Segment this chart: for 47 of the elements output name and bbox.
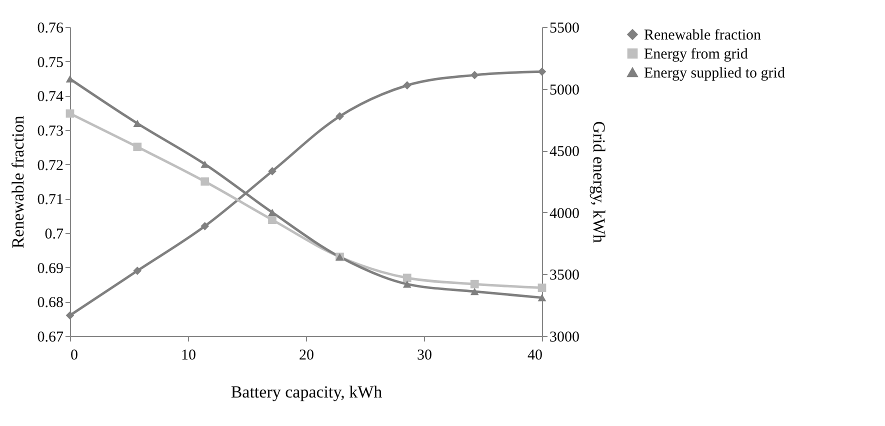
x-tick-label: 0 xyxy=(70,348,78,364)
point xyxy=(268,208,276,216)
legend-label: Energy from grid xyxy=(644,46,748,62)
y2-tick-label: 3500 xyxy=(550,268,580,284)
y-tick-label: 0.73 xyxy=(37,124,64,140)
point xyxy=(133,142,142,152)
point xyxy=(470,280,479,288)
point xyxy=(268,167,276,176)
x-tick-label: 30 xyxy=(417,348,432,364)
y-tick-label: 0.67 xyxy=(37,330,64,346)
x-axis-title: Battery capacity, kWh xyxy=(230,382,383,402)
point xyxy=(538,284,546,292)
point xyxy=(538,294,546,302)
point xyxy=(402,81,412,90)
x-tick-label: 20 xyxy=(299,348,314,364)
y-tick-label: 0.75 xyxy=(37,54,64,71)
point xyxy=(200,160,210,168)
point xyxy=(133,120,142,128)
point xyxy=(268,216,276,224)
point xyxy=(470,288,479,296)
y2-tick-label: 3000 xyxy=(550,330,580,346)
y2-tick-label: 4500 xyxy=(550,144,580,160)
point xyxy=(402,274,412,282)
x-tick-label: 40 xyxy=(528,348,542,364)
x-tick-label: 10 xyxy=(181,348,196,364)
point xyxy=(200,222,210,230)
y2-tick-label: 5000 xyxy=(550,82,580,98)
y-tick-label: 0.69 xyxy=(37,260,64,277)
legend-label: Energy supplied to grid xyxy=(644,66,786,82)
point xyxy=(133,266,142,275)
y-tick-label: 0.7 xyxy=(44,226,64,242)
point xyxy=(66,311,74,320)
y-tick-label: 0.72 xyxy=(37,158,64,174)
y2-tick-label: 5500 xyxy=(550,20,580,36)
point xyxy=(336,112,344,120)
point xyxy=(66,109,74,118)
y2-axis-title: Grid energy, kWh xyxy=(590,121,608,244)
y-axis-title: Renewable fraction xyxy=(8,115,28,248)
legend-label: Renewable fraction xyxy=(644,28,762,44)
y-tick-label: 0.68 xyxy=(37,295,64,312)
y-tick-label: 0.76 xyxy=(37,20,64,36)
y-tick-label: 0.74 xyxy=(37,89,64,106)
point xyxy=(402,280,412,288)
point xyxy=(470,70,479,80)
point xyxy=(200,177,210,186)
y-tick-label: 0.71 xyxy=(37,192,64,208)
y2-tick-label: 4000 xyxy=(550,206,580,222)
